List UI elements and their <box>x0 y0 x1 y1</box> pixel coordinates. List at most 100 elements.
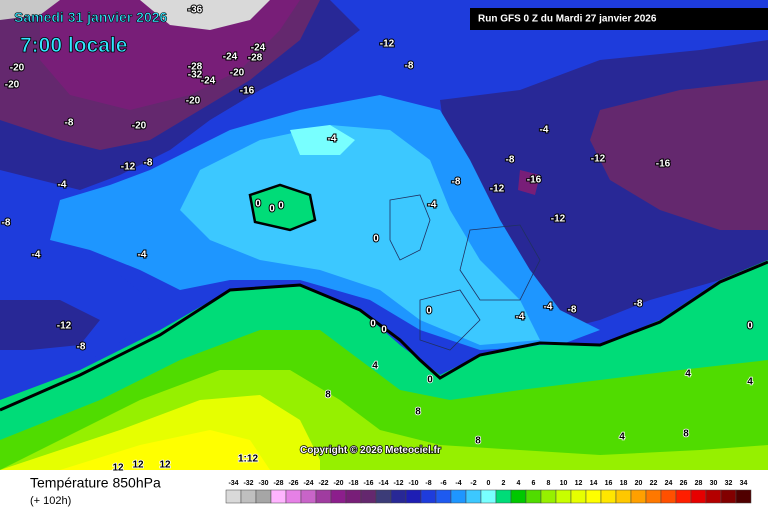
contour-label: 0 <box>278 201 284 212</box>
contour-label: -4 <box>328 134 337 145</box>
scale-box <box>435 489 452 504</box>
scale-tick-label: 10 <box>560 480 568 487</box>
scale-box <box>570 489 587 504</box>
scale-box <box>405 489 422 504</box>
scale-tick-label: 20 <box>635 480 643 487</box>
field-area <box>180 125 540 345</box>
scale-tick-label: -14 <box>378 480 388 487</box>
scale-tick-label: -10 <box>408 480 418 487</box>
scale-tick-label: 32 <box>725 480 733 487</box>
contour-label: -4 <box>544 302 553 313</box>
scale-tick-label: 2 <box>502 480 506 487</box>
scale-box <box>285 489 302 504</box>
scale-tick-label: 6 <box>532 480 536 487</box>
contour-label: -8 <box>634 299 643 310</box>
scale-box <box>510 489 527 504</box>
scale-tick-label: -20 <box>333 480 343 487</box>
contour-label: 12 <box>159 460 171 471</box>
scale-tick-label: 14 <box>590 480 598 487</box>
scale-tick-label: -34 <box>228 480 238 487</box>
contour-label: -12 <box>121 162 136 173</box>
copyright: Copyright © 2026 Meteociel.fr <box>300 445 441 456</box>
scale-tick-label: -8 <box>425 480 431 487</box>
field-area <box>60 430 270 470</box>
scale-box <box>555 489 572 504</box>
field-area <box>518 170 540 195</box>
contour-label: -20 <box>230 68 245 79</box>
scale-box <box>255 489 272 504</box>
contour-label: 8 <box>475 436 481 447</box>
scale-tick-label: -22 <box>318 480 328 487</box>
contour-label: -16 <box>240 86 255 97</box>
contour-label: 12 <box>112 463 124 474</box>
contour-label: -24 <box>251 43 266 54</box>
scale-tick-label: -4 <box>455 480 461 487</box>
scale-tick-label: 26 <box>680 480 688 487</box>
contour-label: -28 <box>248 53 263 64</box>
contour-label: -4 <box>138 250 147 261</box>
contour-label: 8 <box>325 390 331 401</box>
contour-label: -8 <box>65 118 74 129</box>
scale-box <box>675 489 692 504</box>
scale-tick-label: 18 <box>620 480 628 487</box>
zero-contour <box>248 183 317 232</box>
contour-label: -4 <box>32 250 41 261</box>
contour-label: -8 <box>144 158 153 169</box>
scale-tick-label: 4 <box>517 480 521 487</box>
scale-box <box>615 489 632 504</box>
contour-label: 0 <box>747 321 753 332</box>
parameter: Température 850hPa <box>30 475 161 491</box>
scale-box <box>630 489 647 504</box>
scale-tick-label: -32 <box>243 480 253 487</box>
field-area <box>290 125 355 155</box>
contour-label: -16 <box>656 159 671 170</box>
field-area <box>0 0 60 20</box>
scale-tick-label: 12 <box>575 480 583 487</box>
contour-label: 0 <box>255 199 261 210</box>
contour-label: -4 <box>540 125 549 136</box>
scale-box <box>585 489 602 504</box>
contour-label: -20 <box>132 121 147 132</box>
scale-tick-label: -2 <box>470 480 476 487</box>
scale-box <box>480 489 497 504</box>
contour-label: 1:12 <box>238 454 258 465</box>
scale-box <box>525 489 542 504</box>
valid-date: Samedi 31 janvier 2026 <box>14 9 168 25</box>
contour-label: 0 <box>381 325 387 336</box>
contour-label: 4 <box>619 432 625 443</box>
scale-tick-label: -18 <box>348 480 358 487</box>
contour-label: -24 <box>201 76 216 87</box>
field-area <box>250 185 315 230</box>
contour-label: -28 <box>188 62 203 73</box>
contour-label: 4 <box>747 377 753 388</box>
scale-tick-label: 28 <box>695 480 703 487</box>
valid-time: 7:00 locale <box>20 34 127 57</box>
scale-tick-label: 30 <box>710 480 718 487</box>
contour-label: 0 <box>269 204 275 215</box>
contour-labels: -36-24-28-24-28-32 -20-24-20-20-16-20-12-… <box>1 4 755 475</box>
contour-label: -20 <box>10 63 25 74</box>
scale-box <box>450 489 467 504</box>
contour-label: -20 <box>5 80 20 91</box>
scale-tick-label: -6 <box>440 480 446 487</box>
contour-label: -8 <box>452 177 461 188</box>
contour-label: -4 <box>58 180 67 191</box>
scale-box <box>465 489 482 504</box>
contour-label: -8 <box>2 218 11 229</box>
scale-box <box>375 489 392 504</box>
scale-tick-label: -26 <box>288 480 298 487</box>
scale-tick-label: 16 <box>605 480 613 487</box>
scale-box <box>600 489 617 504</box>
contour-label: -32 <box>188 70 203 81</box>
run-box <box>470 8 768 30</box>
scale-box <box>225 489 242 504</box>
scale-box <box>360 489 377 504</box>
forecast-hour: (+ 102h) <box>30 495 71 507</box>
scale-box <box>735 489 752 504</box>
contour-label: -36 <box>188 5 203 16</box>
scale-box <box>690 489 707 504</box>
contour-label: 0 <box>427 375 433 386</box>
scale-box <box>540 489 557 504</box>
scale-box <box>420 489 437 504</box>
contour-label: -16 <box>527 175 542 186</box>
